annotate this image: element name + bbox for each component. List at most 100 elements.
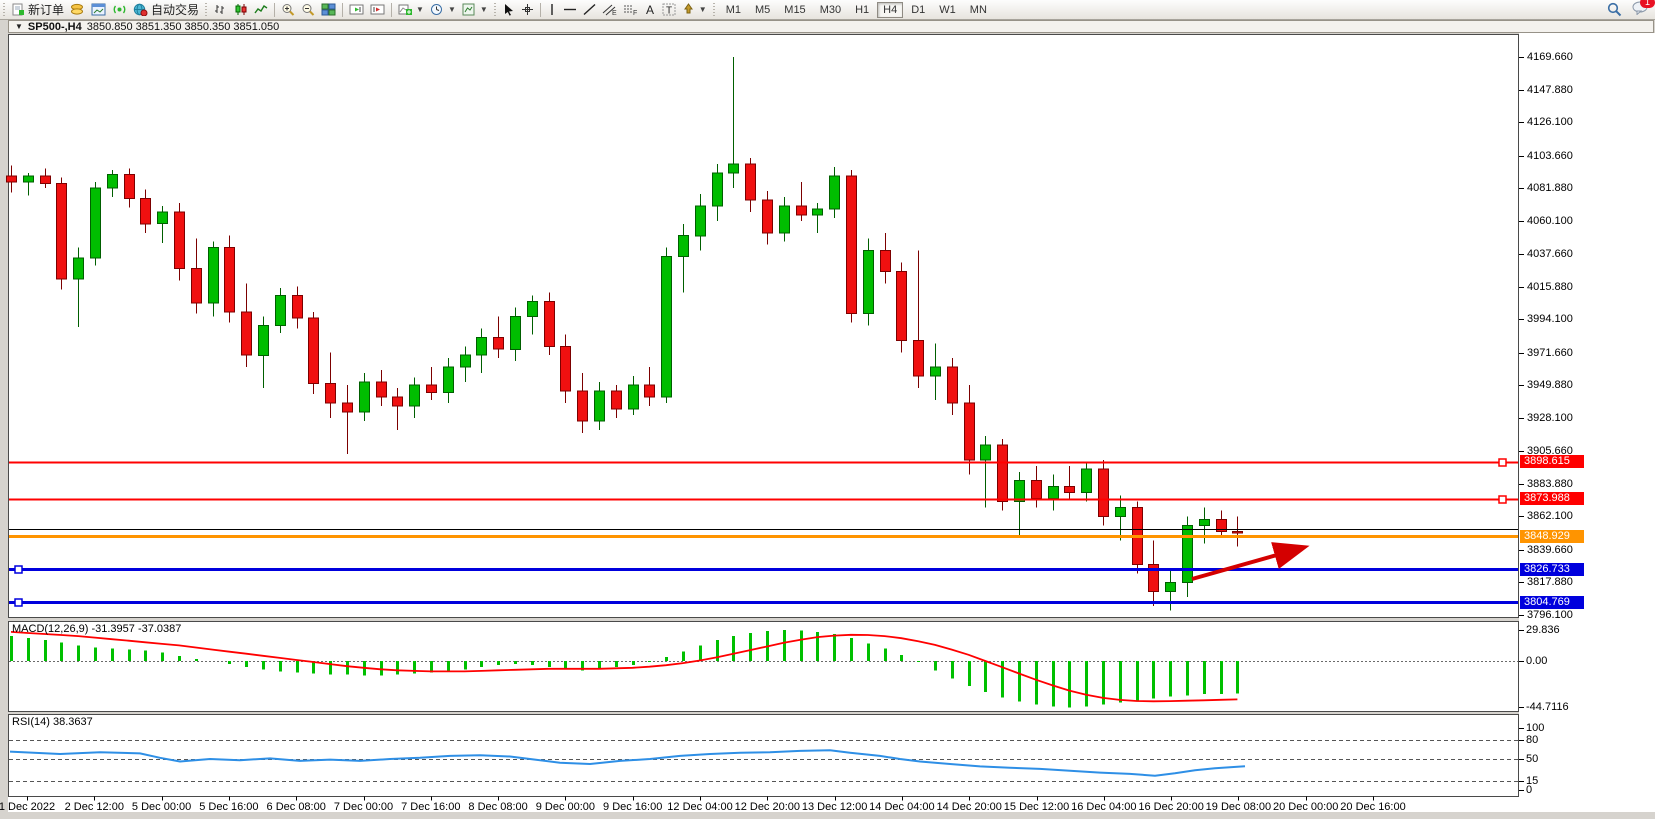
timeframe-m5[interactable]: M5 [755, 3, 771, 16]
text-tool-button[interactable]: A [641, 1, 659, 18]
clock-icon [430, 4, 442, 15]
bar-chart-icon [215, 5, 225, 14]
toolbar-grip[interactable] [711, 3, 717, 16]
autotrading-label: 自动交易 [151, 3, 200, 17]
bar-chart-button[interactable] [211, 1, 231, 18]
cursor-tool-button[interactable] [500, 1, 518, 18]
price-tick-label: 3817.880 [1527, 576, 1573, 589]
vertical-line-tool-button[interactable] [544, 1, 560, 18]
chart-symbol-title: SP500-,H4 [27, 20, 82, 33]
macd-histogram [10, 630, 1239, 708]
time-axis-label: 13 Dec 12:00 [801, 801, 868, 813]
price-tick-label: 4169.660 [1527, 51, 1573, 63]
arrows-tool-button[interactable]: ▼ [679, 1, 710, 18]
macd-scale-label: -44.7116 [1526, 701, 1569, 714]
svg-text:T: T [666, 6, 672, 17]
time-axis-label: 5 Dec 16:00 [199, 801, 259, 813]
timeframe-mn[interactable]: MN [969, 3, 987, 16]
autotrading-button[interactable]: 自动交易 [130, 1, 202, 18]
toolbar-grip[interactable] [492, 3, 498, 16]
chart-shift-icon [370, 4, 385, 15]
time-axis-label: 12 Dec 20:00 [734, 801, 801, 813]
add-indicator-icon [398, 4, 413, 15]
price-tick-label: 4060.100 [1527, 214, 1573, 227]
line-chart-button[interactable] [251, 1, 271, 18]
price-line-badge: 3804.769 [1520, 595, 1584, 609]
candlestick-icon [235, 4, 247, 15]
timeframe-m1[interactable]: M1 [725, 3, 741, 16]
timeframe-m30[interactable]: M30 [819, 3, 842, 16]
market-button[interactable] [67, 1, 88, 18]
new-order-button[interactable]: 新订单 [9, 1, 67, 18]
template-icon [462, 3, 475, 16]
templates-button[interactable]: ▼ [459, 1, 491, 18]
zoom-in-icon [282, 4, 295, 16]
timeframe-m15[interactable]: M15 [784, 3, 806, 16]
time-axis-label: 20 Dec 00:00 [1272, 801, 1339, 813]
timeframe-toolbar: M1 M5 M15 M30 H1 H4 D1 W1 MN [719, 1, 994, 18]
rsi-scale-label: 0 [1526, 784, 1533, 796]
toolbar-grip[interactable] [204, 3, 210, 16]
candlestick-chart-button[interactable] [231, 1, 251, 18]
ohlc-open: 3850.850 [86, 20, 133, 33]
trendline-tool-button[interactable] [580, 1, 599, 18]
rsi-scale-label: 80 [1526, 734, 1539, 747]
svg-text:A: A [646, 3, 654, 16]
price-tick-label: 4037.660 [1527, 248, 1573, 261]
horizontal-line-tool-button[interactable] [560, 1, 580, 18]
price-tick-label: 3928.100 [1527, 411, 1573, 424]
timeframe-w1[interactable]: W1 [939, 3, 956, 16]
add-indicator-button[interactable]: ▼ [395, 1, 427, 18]
macd-indicator-label: MACD(12,26,9) -31.3957 -37.0387 [12, 623, 182, 635]
timeframe-h1[interactable]: H1 [855, 3, 870, 16]
collapse-icon[interactable]: ▼ [15, 22, 23, 31]
time-axis-label: 20 Dec 16:00 [1340, 801, 1406, 813]
text-label-tool-button[interactable]: T [659, 1, 679, 18]
crosshair-tool-button[interactable] [518, 1, 537, 18]
periods-button[interactable]: ▼ [427, 1, 459, 18]
autoscroll-button[interactable] [346, 1, 367, 18]
zoom-out-button[interactable] [298, 1, 318, 18]
price-line-badge: 3848.929 [1520, 529, 1584, 543]
svg-text:E: E [612, 10, 617, 16]
chart-shift-button[interactable] [367, 1, 388, 18]
channel-tool-button[interactable]: E [599, 1, 620, 18]
zoom-out-icon [302, 4, 315, 16]
timeframe-h4[interactable]: H4 [877, 1, 904, 18]
time-axis-label: 9 Dec 16:00 [603, 801, 663, 813]
price-tick-label: 3949.880 [1527, 379, 1573, 392]
line-chart-icon [254, 5, 268, 14]
macd-signal-line [10, 631, 1238, 703]
price-tick-label: 3862.100 [1527, 510, 1573, 523]
text-icon: A [646, 3, 654, 16]
fibonacci-icon: F [623, 5, 637, 16]
timeframe-d1[interactable]: D1 [911, 3, 926, 16]
coins-icon [71, 3, 84, 15]
time-axis-label: 15 Dec 12:00 [1003, 801, 1070, 813]
time-axis-label: 14 Dec 04:00 [869, 801, 935, 813]
caret-down-icon: ▼ [479, 5, 488, 14]
time-axis-label: 16 Dec 20:00 [1138, 801, 1204, 813]
cursor-icon [504, 4, 513, 16]
chart-titlebar[interactable]: ▼ SP500-,H4 3850.850 3851.350 3850.350 3… [8, 20, 1654, 33]
charts-button[interactable] [88, 1, 109, 18]
search-icon[interactable] [1607, 2, 1622, 17]
rsi-indicator-label: RSI(14) 38.3637 [12, 716, 93, 728]
crosshair-icon [521, 4, 533, 15]
price-line-badge: 3826.733 [1520, 562, 1584, 576]
ohlc-high: 3851.350 [135, 20, 182, 33]
price-line-badge: 3873.988 [1520, 492, 1584, 506]
notifications-button[interactable]: 1 [1632, 0, 1655, 18]
macd-scale-label: 0.00 [1526, 655, 1548, 667]
signals-button[interactable] [109, 1, 130, 18]
autoscroll-icon [349, 4, 364, 15]
zoom-in-button[interactable] [278, 1, 298, 18]
svg-text:F: F [633, 10, 637, 16]
toolbar-grip[interactable] [2, 3, 7, 16]
fibonacci-tool-button[interactable]: F [620, 1, 641, 18]
tile-windows-button[interactable] [318, 1, 339, 18]
time-axis-background [8, 797, 1654, 812]
time-axis-label: 19 Dec 08:00 [1205, 801, 1272, 813]
